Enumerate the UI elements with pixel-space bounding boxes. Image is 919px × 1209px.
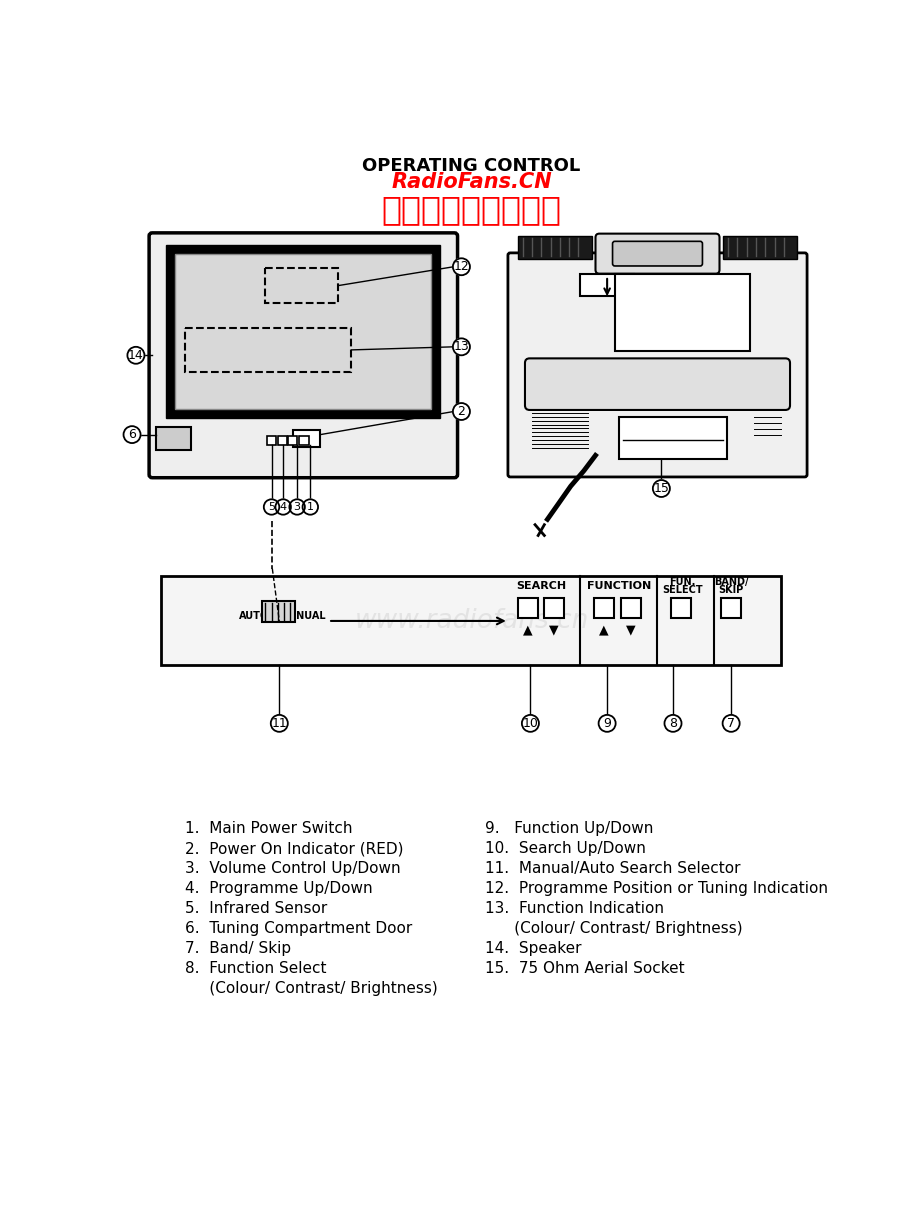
- Text: 5.  Infrared Sensor: 5. Infrared Sensor: [185, 901, 326, 916]
- Text: 12: 12: [453, 260, 469, 273]
- Text: (Colour/ Contrast/ Brightness): (Colour/ Contrast/ Brightness): [185, 982, 437, 996]
- Text: RadioFans.CN: RadioFans.CN: [391, 172, 551, 192]
- Circle shape: [127, 347, 144, 364]
- Circle shape: [521, 715, 539, 731]
- Text: 15.  75 Ohm Aerial Socket: 15. 75 Ohm Aerial Socket: [485, 961, 685, 977]
- Text: 3: 3: [293, 502, 301, 511]
- Bar: [594, 597, 614, 618]
- Text: (Colour/ Contrast/ Brightness): (Colour/ Contrast/ Brightness): [485, 921, 743, 936]
- Bar: [293, 430, 320, 447]
- Text: 2: 2: [457, 405, 465, 418]
- Text: 14.  Speaker: 14. Speaker: [485, 942, 582, 956]
- Text: ▼: ▼: [549, 624, 558, 637]
- Text: 13.  Function Indication: 13. Function Indication: [485, 901, 664, 916]
- Text: 3.  Volume Control Up/Down: 3. Volume Control Up/Down: [185, 861, 400, 877]
- Bar: [288, 436, 297, 445]
- Text: 8: 8: [668, 717, 676, 730]
- Bar: [618, 417, 726, 459]
- Text: 6: 6: [128, 428, 136, 441]
- Text: OPERATING CONTROL: OPERATING CONTROL: [362, 157, 580, 175]
- Text: 7: 7: [726, 717, 734, 730]
- Circle shape: [452, 259, 470, 276]
- Text: ▼: ▼: [626, 624, 635, 637]
- Circle shape: [652, 480, 669, 497]
- Text: 9: 9: [603, 717, 610, 730]
- FancyBboxPatch shape: [612, 242, 702, 266]
- Text: 9.   Function Up/Down: 9. Function Up/Down: [485, 821, 653, 837]
- Text: 10.  Search Up/Down: 10. Search Up/Down: [485, 841, 646, 856]
- FancyBboxPatch shape: [149, 233, 457, 478]
- Circle shape: [275, 499, 290, 515]
- FancyBboxPatch shape: [525, 358, 789, 410]
- Text: 6.  Tuning Compartment Door: 6. Tuning Compartment Door: [185, 921, 412, 936]
- Circle shape: [289, 499, 304, 515]
- Text: 1.  Main Power Switch: 1. Main Power Switch: [185, 821, 352, 837]
- Bar: [614, 274, 750, 352]
- Bar: [579, 274, 633, 296]
- Text: 12.  Programme Position or Tuning Indication: 12. Programme Position or Tuning Indicat…: [485, 881, 827, 896]
- Circle shape: [264, 499, 279, 515]
- Text: 7.  Band/ Skip: 7. Band/ Skip: [185, 942, 290, 956]
- Text: 收音机爱好者资料库: 收音机爱好者资料库: [381, 192, 561, 226]
- Text: SKIP: SKIP: [718, 585, 743, 595]
- Bar: [156, 427, 191, 450]
- Circle shape: [302, 499, 318, 515]
- Text: BAND/: BAND/: [713, 578, 747, 588]
- Circle shape: [452, 403, 470, 420]
- Circle shape: [452, 339, 470, 355]
- Bar: [265, 268, 338, 303]
- Bar: [722, 236, 796, 259]
- Bar: [176, 254, 431, 409]
- Bar: [278, 436, 287, 445]
- Text: www.radiofans.cn: www.radiofans.cn: [354, 608, 588, 634]
- Text: ▲: ▲: [523, 624, 532, 637]
- Text: FUNCTION: FUNCTION: [586, 582, 650, 591]
- FancyBboxPatch shape: [507, 253, 806, 476]
- Circle shape: [598, 715, 615, 731]
- Text: 1: 1: [306, 502, 313, 511]
- Bar: [262, 601, 294, 623]
- Bar: [517, 236, 591, 259]
- Bar: [543, 597, 563, 618]
- Bar: [517, 597, 538, 618]
- Text: 13: 13: [453, 340, 469, 353]
- Bar: [166, 245, 440, 418]
- Text: FUN.: FUN.: [668, 578, 695, 588]
- Bar: [267, 436, 276, 445]
- Text: 5: 5: [267, 502, 275, 511]
- Bar: [620, 597, 641, 618]
- Bar: [720, 597, 741, 618]
- Circle shape: [721, 715, 739, 731]
- Text: SEARCH: SEARCH: [516, 582, 566, 591]
- Text: 10: 10: [522, 717, 538, 730]
- Circle shape: [664, 715, 681, 731]
- Circle shape: [123, 426, 141, 442]
- Text: AUTO: AUTO: [239, 612, 269, 621]
- Text: 15: 15: [652, 482, 669, 494]
- Text: SELECT: SELECT: [662, 585, 702, 595]
- Text: 8.  Function Select: 8. Function Select: [185, 961, 326, 977]
- Text: 4: 4: [279, 502, 287, 511]
- Text: 4.  Programme Up/Down: 4. Programme Up/Down: [185, 881, 372, 896]
- Bar: [185, 328, 351, 372]
- Text: 14: 14: [128, 348, 143, 361]
- Text: ▲: ▲: [598, 624, 608, 637]
- Text: 11: 11: [271, 717, 287, 730]
- Text: 11.  Manual/Auto Search Selector: 11. Manual/Auto Search Selector: [485, 861, 740, 877]
- Text: 2.  Power On Indicator (RED): 2. Power On Indicator (RED): [185, 841, 403, 856]
- Circle shape: [270, 715, 288, 731]
- Bar: [670, 597, 690, 618]
- Text: MANUAL: MANUAL: [279, 612, 325, 621]
- Bar: [299, 436, 309, 445]
- Bar: [162, 577, 780, 665]
- FancyBboxPatch shape: [595, 233, 719, 273]
